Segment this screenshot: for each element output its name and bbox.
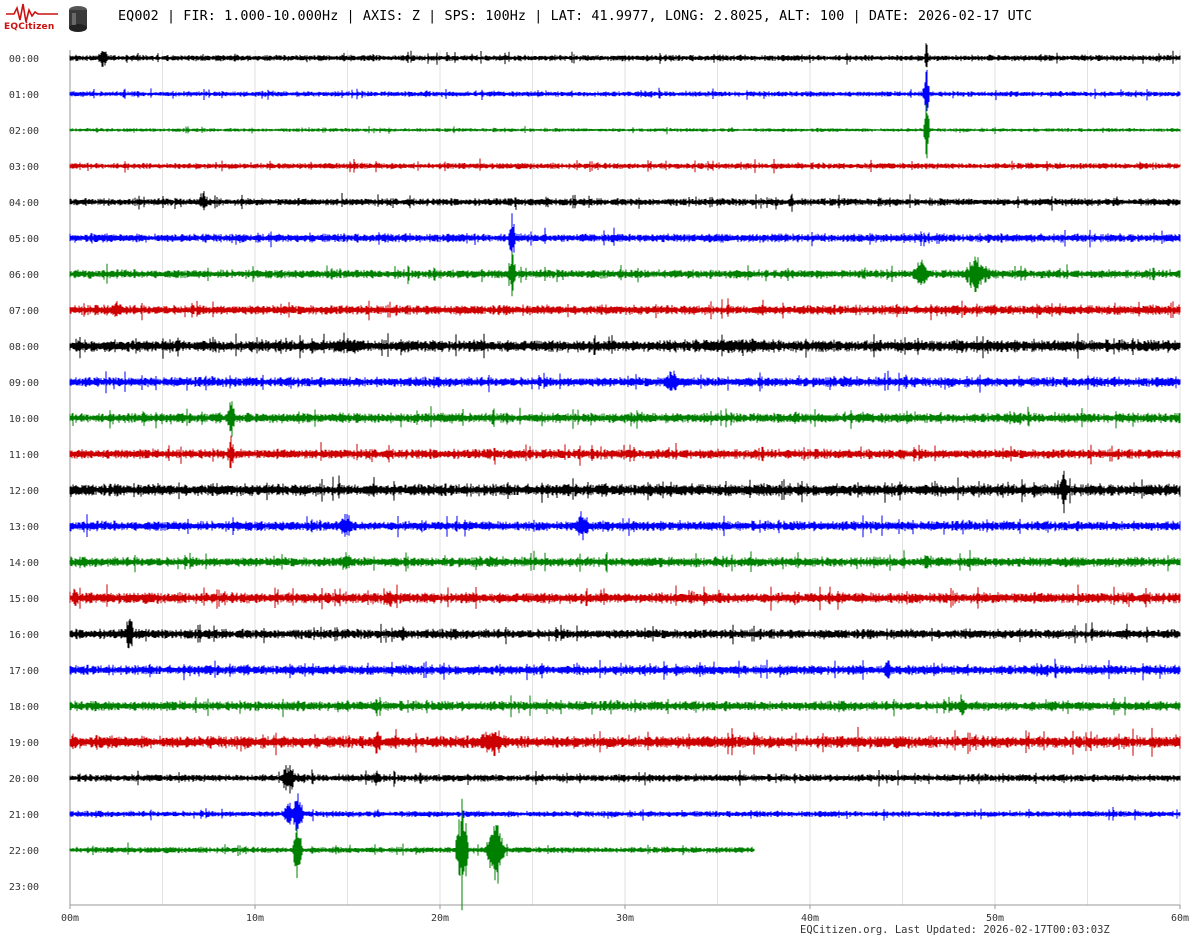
trace-row: 17:00 xyxy=(9,658,1181,681)
trace-row: 08:00 xyxy=(9,332,1181,359)
trace-row: 00:00 xyxy=(9,43,1181,68)
row-time-label: 01:00 xyxy=(9,90,39,101)
seismometer-sensor-icon xyxy=(69,6,87,32)
trace-row: 21:00 xyxy=(9,793,1181,831)
trace-row: 20:00 xyxy=(9,765,1181,794)
row-time-label: 05:00 xyxy=(9,234,39,245)
row-time-label: 18:00 xyxy=(9,702,39,713)
trace-row: 12:00 xyxy=(9,470,1181,514)
x-tick-label: 10m xyxy=(246,913,264,924)
trace-row: 06:00 xyxy=(9,252,1181,297)
x-tick-label: 00m xyxy=(61,913,79,924)
trace-row: 02:00 xyxy=(9,104,1181,159)
row-time-label: 21:00 xyxy=(9,810,39,821)
row-time-label: 17:00 xyxy=(9,666,39,677)
row-time-label: 19:00 xyxy=(9,738,39,749)
x-tick-label: 20m xyxy=(431,913,449,924)
header: EQCitizen EQ002 | FIR: 1.000-10.000Hz | … xyxy=(0,0,1200,40)
trace-row: 23:00 xyxy=(9,882,39,893)
row-time-label: 13:00 xyxy=(9,522,39,533)
row-time-label: 16:00 xyxy=(9,630,39,641)
row-time-label: 11:00 xyxy=(9,450,39,461)
logo-text: EQCitizen xyxy=(4,22,55,32)
row-time-label: 04:00 xyxy=(9,198,39,209)
row-time-label: 07:00 xyxy=(9,306,39,317)
row-time-label: 03:00 xyxy=(9,162,39,173)
trace-row: 03:00 xyxy=(9,158,1181,174)
row-time-label: 09:00 xyxy=(9,378,39,389)
row-time-label: 06:00 xyxy=(9,270,39,281)
trace-row: 07:00 xyxy=(9,298,1181,321)
trace-row: 16:00 xyxy=(9,618,1181,649)
row-time-label: 22:00 xyxy=(9,846,39,857)
row-time-label: 10:00 xyxy=(9,414,39,425)
row-time-label: 12:00 xyxy=(9,486,39,497)
chart-title: EQ002 | FIR: 1.000-10.000Hz | AXIS: Z | … xyxy=(118,9,1033,24)
trace-row: 05:00 xyxy=(9,213,1181,262)
trace-row: 18:00 xyxy=(9,694,1181,718)
row-time-label: 23:00 xyxy=(9,882,39,893)
x-tick-label: 30m xyxy=(616,913,634,924)
trace-row: 14:00 xyxy=(9,550,1181,573)
trace-row: 01:00 xyxy=(9,69,1181,113)
last-updated-footer: EQCitizen.org. Last Updated: 2026-02-17T… xyxy=(800,924,1110,936)
x-tick-label: 40m xyxy=(801,913,819,924)
trace-row: 11:00 xyxy=(9,435,1181,469)
trace-row: 15:00 xyxy=(9,584,1181,611)
row-time-label: 02:00 xyxy=(9,126,39,137)
x-tick-label: 50m xyxy=(986,913,1004,924)
trace-row: 13:00 xyxy=(9,511,1181,541)
row-time-label: 14:00 xyxy=(9,558,39,569)
seismograph-logo-icon xyxy=(6,3,58,23)
x-tick-label: 60m xyxy=(1171,913,1189,924)
row-time-label: 20:00 xyxy=(9,774,39,785)
trace-row: 22:00 xyxy=(9,798,755,911)
trace-row: 09:00 xyxy=(9,370,1181,394)
gridlines xyxy=(69,50,1181,905)
row-time-label: 08:00 xyxy=(9,342,39,353)
row-time-label: 00:00 xyxy=(9,54,39,65)
trace-row: 19:00 xyxy=(9,726,1181,757)
row-time-label: 15:00 xyxy=(9,594,39,605)
trace-row: 04:00 xyxy=(9,191,1181,212)
trace-row: 10:00 xyxy=(9,401,1181,437)
